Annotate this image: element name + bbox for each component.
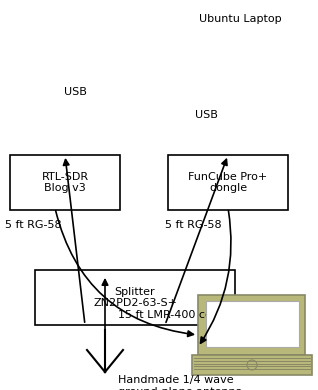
Text: Handmade 1/4 wave
ground-plane antenna: Handmade 1/4 wave ground-plane antenna bbox=[118, 375, 243, 390]
FancyBboxPatch shape bbox=[35, 270, 235, 325]
FancyBboxPatch shape bbox=[198, 295, 305, 355]
Text: RTL-SDR
Blog v3: RTL-SDR Blog v3 bbox=[41, 172, 88, 193]
Text: USB: USB bbox=[195, 110, 218, 120]
Text: USB: USB bbox=[64, 87, 86, 97]
FancyBboxPatch shape bbox=[10, 155, 120, 210]
Text: Ubuntu Laptop: Ubuntu Laptop bbox=[199, 14, 281, 24]
Text: 5 ft RG-58: 5 ft RG-58 bbox=[165, 220, 222, 230]
Text: 5 ft RG-58: 5 ft RG-58 bbox=[5, 220, 62, 230]
Text: Splitter
ZN2PD2-63-S+: Splitter ZN2PD2-63-S+ bbox=[93, 287, 177, 308]
Text: FunCube Pro+
dongle: FunCube Pro+ dongle bbox=[188, 172, 268, 193]
FancyBboxPatch shape bbox=[192, 355, 312, 375]
FancyBboxPatch shape bbox=[206, 301, 299, 347]
FancyBboxPatch shape bbox=[168, 155, 288, 210]
Text: 15 ft LMR-400 coax: 15 ft LMR-400 coax bbox=[118, 310, 225, 320]
